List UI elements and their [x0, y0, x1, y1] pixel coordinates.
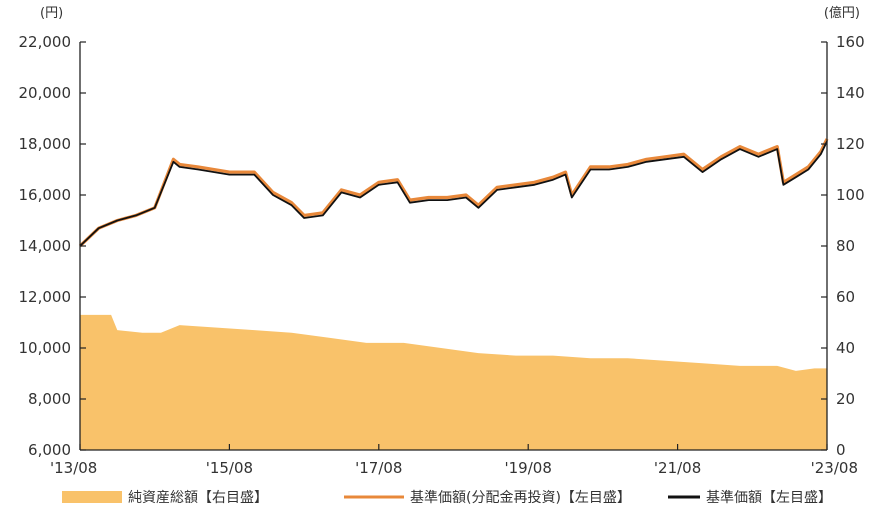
right-tick-label: 140 — [836, 84, 865, 102]
x-tick-label: '15/08 — [206, 459, 253, 477]
left-tick-label: 20,000 — [19, 84, 72, 102]
right-tick-label: 120 — [836, 135, 865, 153]
left-tick-label: 22,000 — [19, 33, 72, 51]
left-tick-label: 16,000 — [19, 186, 72, 204]
legend-label: 純資産総額【右目盛】 — [128, 490, 268, 506]
left-tick-label: 12,000 — [19, 288, 72, 306]
right-tick-label: 160 — [836, 33, 865, 51]
left-tick-label: 18,000 — [19, 135, 72, 153]
area-layer — [80, 314, 827, 450]
series-area-net-assets — [80, 314, 827, 450]
series-line-nav — [79, 141, 828, 247]
left-tick-label: 8,000 — [28, 390, 71, 408]
right-tick-label: 100 — [836, 186, 865, 204]
left-tick-label: 10,000 — [19, 339, 72, 357]
right-tick-label: 80 — [836, 237, 855, 255]
legend-label: 基準価額【左目盛】 — [706, 489, 832, 506]
x-tick-label: '17/08 — [355, 459, 402, 477]
series-line-nav-reinvested — [78, 138, 829, 248]
legend: 純資産総額【右目盛】 基準価額(分配金再投資)【左目盛】 基準価額【左目盛】 — [62, 489, 832, 506]
left-tick-label: 6,000 — [28, 441, 71, 459]
axis-layer: 6,000 8,000 10,000 12,000 14,000 16,000 18,000… — [19, 5, 865, 477]
right-tick-label: 0 — [836, 441, 846, 459]
legend-swatch-net-assets — [62, 491, 122, 503]
line-layer — [78, 138, 829, 248]
x-tick-label: '23/08 — [811, 459, 858, 477]
legend-label: 基準価額(分配金再投資)【左目盛】 — [410, 489, 631, 506]
x-tick-label: '13/08 — [50, 459, 97, 477]
left-tick-label: 14,000 — [19, 237, 72, 255]
right-tick-label: 20 — [836, 390, 855, 408]
left-axis-unit: (円) — [40, 6, 63, 21]
right-axis-unit: (億円) — [824, 5, 860, 21]
right-tick-label: 60 — [836, 288, 855, 306]
x-tick-label: '19/08 — [505, 459, 552, 477]
x-tick-label: '21/08 — [654, 459, 701, 477]
right-tick-label: 40 — [836, 339, 855, 357]
